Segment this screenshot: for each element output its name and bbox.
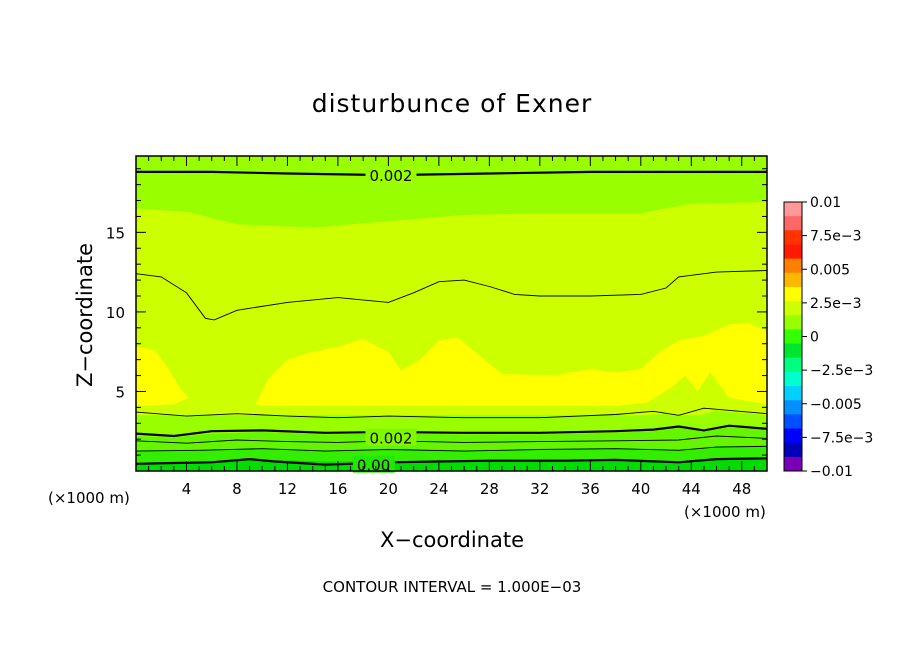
- colorbar-swatch: [784, 230, 802, 245]
- colorbar-swatch: [784, 329, 802, 344]
- colorbar-label: 0.005: [810, 262, 850, 278]
- contour-3.5: [135, 407, 768, 419]
- colorbar-swatch: [784, 315, 802, 330]
- y-axis-title: Z−coordinate: [73, 243, 97, 387]
- colorbar-swatch: [784, 428, 802, 444]
- colorbar-swatch: [784, 216, 802, 231]
- contour-label-bg: [365, 166, 417, 184]
- x-unit-left-label: (×1000 m): [48, 489, 130, 507]
- colorbar-swatch: [784, 400, 802, 415]
- x-tick-label: 16: [328, 480, 347, 498]
- colorbar-label: 7.5e−3: [810, 229, 862, 245]
- colorbar-swatch: [784, 371, 802, 387]
- colorbar-swatch: [784, 357, 802, 373]
- colorbar-swatch: [784, 272, 802, 288]
- contour-1.2: [135, 445, 768, 452]
- contour-label: 0.002: [369, 430, 412, 448]
- x-tick-label: 4: [182, 480, 192, 498]
- x-tick-label: 44: [682, 480, 701, 498]
- colorbar-swatch: [784, 244, 802, 260]
- y-tick-label: 5: [115, 383, 125, 401]
- y-tick-label: 15: [106, 224, 125, 242]
- chart-title: disturbunce of Exner: [312, 89, 593, 118]
- x-tick-label: 36: [581, 480, 600, 498]
- yellow-left-lobe: [136, 346, 189, 406]
- colorbar-label: −2.5e−3: [810, 363, 873, 379]
- colorbar: 0.01 7.5e−3 0.005 2.5e−3 0 −2.5e−3 −0.005 −7.5e…: [783, 195, 873, 480]
- colorbar-label: 2.5e−3: [810, 296, 862, 312]
- x-tick-label: 28: [480, 480, 499, 498]
- x-tick-label: 8: [232, 480, 242, 498]
- colorbar-swatch: [784, 286, 802, 302]
- colorbar-swatch: [784, 301, 802, 316]
- colorbar-swatch: [784, 258, 802, 274]
- colorbar-label: 0: [810, 330, 819, 346]
- colorbar-swatch: [784, 386, 802, 401]
- contour-label-bg: [365, 428, 417, 446]
- contour-label: 0.002: [369, 167, 412, 185]
- contour-plot-area: 0.002 0.002 0.00: [135, 155, 768, 475]
- band-le-0: [136, 458, 767, 471]
- colorbar-swatch: [784, 442, 802, 458]
- x-tick-labels: 4 8 12 16 20 24 28 32 36 40 44 48: [182, 480, 752, 498]
- colorbar-swatch: [784, 414, 802, 429]
- x-axis-title: X−coordinate: [380, 528, 524, 552]
- colorbar-label: 0.01: [810, 195, 841, 211]
- colorbar-swatch: [784, 343, 802, 359]
- x-tick-label: 24: [429, 480, 448, 498]
- x-tick-label: 12: [278, 480, 297, 498]
- x-tick-label: 48: [732, 480, 751, 498]
- colorbar-label: −7.5e−3: [810, 430, 873, 446]
- contour-label: 0.00: [357, 457, 390, 475]
- x-tick-label: 20: [379, 480, 398, 498]
- y-tick-labels: 5 10 15: [106, 224, 125, 401]
- colorbar-label: −0.01: [810, 464, 853, 480]
- colorbar-swatch: [784, 202, 802, 217]
- colorbar-label: −0.005: [810, 397, 862, 413]
- x-unit-right-label: (×1000 m): [684, 503, 766, 521]
- contour-12-lobe: [135, 270, 768, 321]
- colorbar-swatch: [784, 456, 802, 472]
- contour-interval-note: CONTOUR INTERVAL = 1.000E−03: [323, 578, 582, 596]
- contour-2.6-thick: [135, 424, 768, 438]
- x-tick-label: 40: [631, 480, 650, 498]
- x-tick-label: 32: [530, 480, 549, 498]
- yellow-main: [255, 323, 767, 406]
- y-tick-label: 10: [106, 304, 125, 322]
- contour-top-0.002: [136, 170, 767, 177]
- contour-1.8: [135, 435, 768, 444]
